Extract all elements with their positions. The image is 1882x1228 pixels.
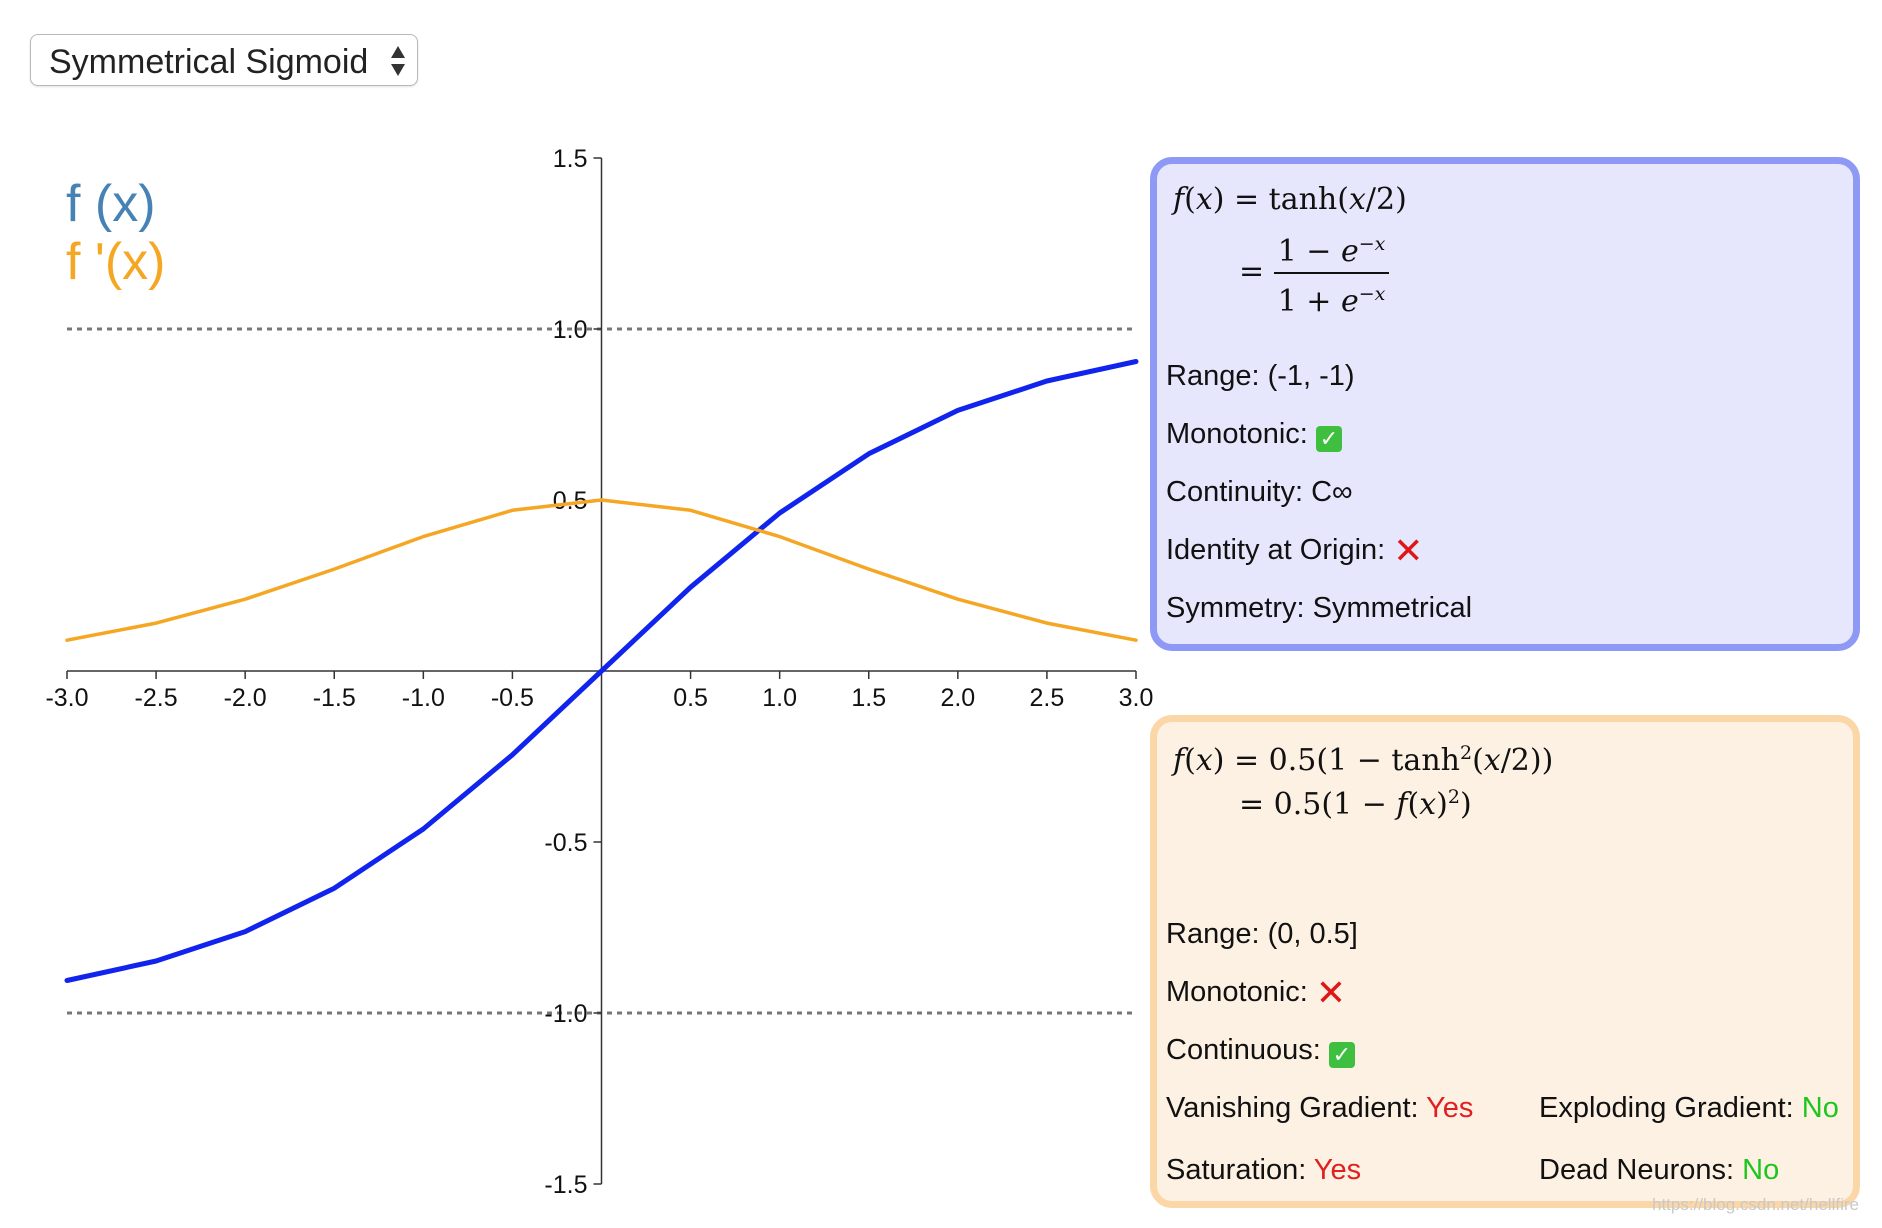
df-series-line [65, 498, 1138, 642]
function-info-panel: f(x) = tanh(x/2) = 1 − e−x 1 + e−x Range:… [1150, 157, 1860, 651]
check-icon: ✓ [1315, 426, 1342, 452]
x-tick-label: -1.5 [313, 684, 356, 712]
function-range: Range: (-1, -1) [1166, 360, 1355, 392]
vanishing-value: Yes [1426, 1092, 1474, 1124]
x-tick-label: 1.5 [851, 684, 886, 712]
series-lines [64, 359, 1139, 983]
legend-f: f (x) [66, 174, 156, 234]
derivative-info-panel: f(x) = 0.5(1 − tanh2(x/2)) = 0.5(1 − f(x… [1150, 715, 1860, 1208]
x-tick-label: 0.5 [673, 684, 708, 712]
function-identity: Identity at Origin: ✕ [1166, 530, 1424, 571]
derivative-monotonic-label: Monotonic: [1166, 976, 1316, 1008]
function-select[interactable]: Symmetrical Sigmoid [30, 34, 418, 86]
exploding-value: No [1801, 1092, 1839, 1124]
x-tick-label: -2.0 [224, 684, 267, 712]
legend-f-label: f (x) [66, 175, 156, 233]
function-select-value: Symmetrical Sigmoid [49, 43, 369, 81]
y-tick-label: -1.0 [544, 1000, 587, 1028]
derivative-continuous: Continuous: ✓ [1166, 1034, 1355, 1068]
y-tick-label: -0.5 [544, 829, 587, 857]
function-symmetry: Symmetry: Symmetrical [1166, 592, 1473, 624]
function-formula-line1: f(x) = tanh(x/2) [1173, 182, 1407, 217]
y-tick-label: 1.0 [553, 316, 588, 344]
updown-arrows-icon [391, 46, 405, 76]
legend-df-label: f '(x) [66, 233, 166, 291]
derivative-monotonic: Monotonic: ✕ [1166, 972, 1347, 1013]
cross-icon: ✕ [1393, 530, 1424, 571]
cross-icon: ✕ [1315, 972, 1347, 1013]
y-tick-label: 1.5 [553, 145, 588, 173]
x-tick-label: 3.0 [1119, 684, 1154, 712]
check-icon: ✓ [1328, 1042, 1355, 1068]
x-tick-label: 1.0 [762, 684, 797, 712]
exploding-label: Exploding Gradient: [1539, 1092, 1802, 1124]
x-tick-label: -0.5 [491, 684, 534, 712]
function-continuity: Continuity: C∞ [1166, 476, 1353, 508]
derivative-dead-neurons: Dead Neurons: No [1539, 1154, 1779, 1187]
function-identity-label: Identity at Origin: [1166, 534, 1394, 566]
function-formula-line2: = 1 − e−x 1 + e−x [1239, 224, 1390, 322]
derivative-saturation: Saturation: Yes [1166, 1154, 1361, 1187]
derivative-exploding: Exploding Gradient: No [1539, 1092, 1839, 1125]
watermark: https://blog.csdn.net/hellfire [1652, 1195, 1859, 1214]
derivative-continuous-label: Continuous: [1166, 1034, 1329, 1066]
x-tick-label: 2.5 [1030, 684, 1065, 712]
derivative-vanishing: Vanishing Gradient: Yes [1166, 1092, 1473, 1125]
saturation-value: Yes [1313, 1154, 1362, 1186]
legend-df: f '(x) [66, 232, 165, 292]
saturation-label: Saturation: [1166, 1154, 1314, 1186]
function-monotonic-label: Monotonic: [1166, 418, 1316, 450]
f-series-line [64, 359, 1139, 983]
derivative-formula-line2: = 0.5(1 − f(x)2) [1239, 786, 1472, 822]
vanishing-label: Vanishing Gradient: [1166, 1092, 1427, 1124]
x-tick-label: 2.0 [940, 684, 975, 712]
function-monotonic: Monotonic: ✓ [1166, 418, 1342, 452]
x-tick-label: -3.0 [45, 684, 88, 712]
y-tick-label: -1.5 [544, 1171, 587, 1199]
x-tick-label: -2.5 [135, 684, 178, 712]
derivative-formula-line1: f(x) = 0.5(1 − tanh2(x/2)) [1173, 742, 1554, 778]
dead-neurons-value: No [1742, 1154, 1780, 1186]
derivative-range: Range: (0, 0.5] [1166, 918, 1358, 950]
dead-neurons-label: Dead Neurons: [1539, 1154, 1743, 1186]
x-tick-label: -1.0 [402, 684, 445, 712]
